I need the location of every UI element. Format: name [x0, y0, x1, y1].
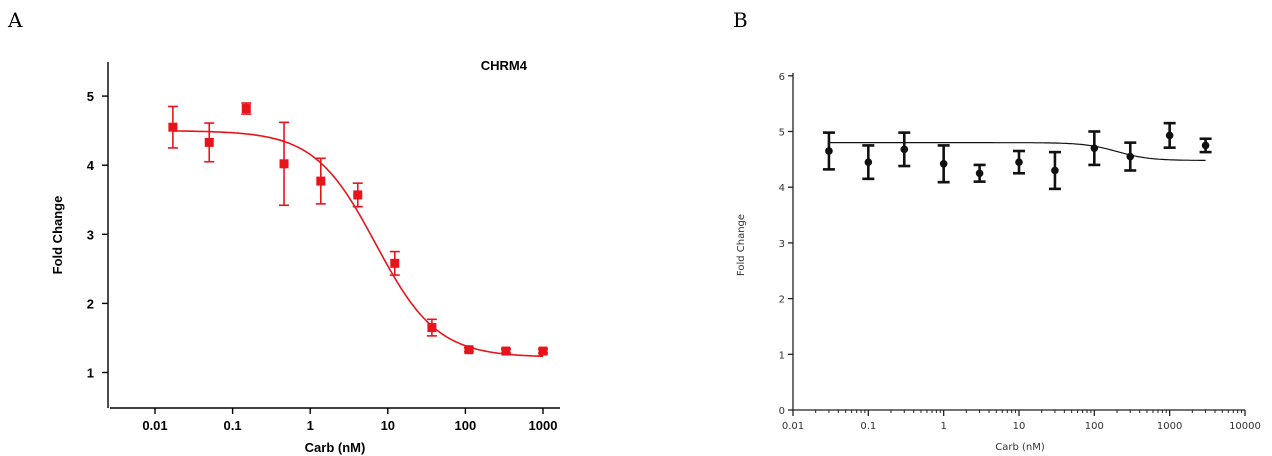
x-tick-label: 0.01	[782, 421, 804, 432]
x-tick-label: 1000	[529, 418, 558, 433]
y-tick-label: 5	[87, 89, 94, 104]
data-point	[464, 345, 474, 355]
panel-a-label: A	[8, 8, 23, 32]
y-axis-label: Fold Change	[736, 214, 747, 276]
data-point	[864, 158, 873, 166]
x-tick-label: 1	[307, 418, 314, 433]
y-axis-label: Fold Change	[50, 196, 65, 275]
data-point	[1165, 131, 1174, 140]
fit-curve	[172, 130, 543, 358]
data-point	[279, 159, 289, 169]
x-tick-label: 0.1	[224, 418, 242, 433]
y-tick-label: 4	[87, 158, 95, 173]
data-point	[1015, 158, 1023, 166]
data-point	[316, 176, 326, 186]
y-tick-label: 1	[779, 350, 785, 361]
data-point	[427, 323, 437, 333]
data-point	[1090, 144, 1099, 153]
data-point	[975, 169, 984, 178]
y-tick-label: 5	[779, 128, 785, 139]
x-tick-label: 100	[455, 418, 477, 433]
x-tick-label: 100	[1085, 421, 1104, 432]
y-tick-label: 3	[779, 239, 785, 250]
chart-title: CHRM4	[481, 58, 528, 73]
data-point	[538, 346, 548, 356]
y-tick-label: 0	[779, 406, 785, 417]
x-tick-label: 10	[1013, 421, 1026, 432]
x-tick-label: 10	[381, 418, 395, 433]
x-tick-label: 1000	[1157, 421, 1182, 432]
data-point	[204, 137, 214, 147]
panel-b-label: B	[733, 8, 748, 32]
x-tick-label: 0.1	[860, 421, 876, 432]
x-axis-label: Carb (nM)	[995, 442, 1045, 453]
x-tick-label: 0.01	[142, 418, 167, 433]
data-point	[900, 145, 909, 154]
y-tick-label: 2	[87, 296, 94, 311]
data-point	[353, 190, 363, 200]
data-point	[825, 147, 833, 155]
y-tick-label: 3	[87, 227, 94, 242]
data-point	[390, 258, 400, 268]
data-point	[939, 160, 948, 168]
data-point	[1201, 141, 1210, 150]
y-tick-label: 1	[87, 366, 94, 381]
y-tick-label: 2	[779, 295, 785, 306]
x-axis-label: Carb (nM)	[305, 440, 366, 455]
y-tick-label: 6	[779, 72, 785, 83]
fit-curve	[828, 142, 1206, 161]
data-point	[501, 346, 511, 356]
y-tick-label: 4	[779, 183, 785, 194]
x-tick-label: 1	[940, 421, 946, 432]
data-point	[1051, 166, 1059, 175]
data-point	[168, 122, 178, 132]
data-point	[241, 104, 251, 114]
x-tick-label: 10000	[1229, 421, 1261, 432]
data-point	[1126, 152, 1135, 161]
